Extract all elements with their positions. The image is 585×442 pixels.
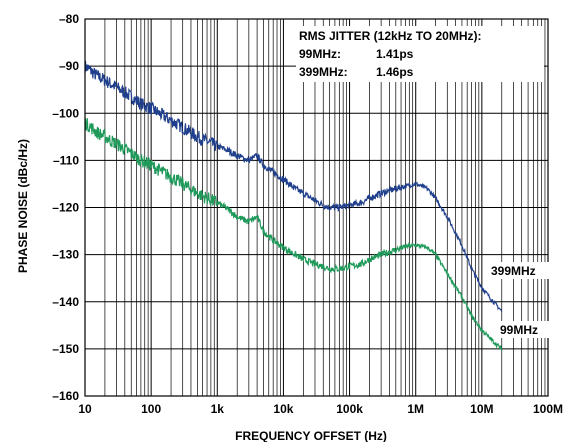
y-tick-label: –110: [53, 153, 79, 167]
y-tick-label: –100: [52, 106, 79, 120]
annotation-title: RMS JITTER (12kHz TO 20MHz):: [299, 29, 481, 43]
y-tick-label: –130: [52, 248, 79, 262]
annotation-row-value: 1.41ps: [376, 47, 414, 61]
x-tick-label: 10: [78, 402, 92, 416]
x-tick-label: 100M: [533, 402, 563, 416]
x-tick-label: 100: [141, 402, 161, 416]
annotation-background: [296, 26, 544, 82]
series-label-background: [489, 262, 549, 279]
annotation-row-label: 99MHz:: [299, 47, 341, 61]
annotation-row-value: 1.46ps: [376, 65, 414, 79]
plot-frame: [84, 18, 549, 397]
x-tick-label: 1k: [211, 402, 225, 416]
jitter-annotation: RMS JITTER (12kHz TO 20MHz): 99MHz: 1.41…: [296, 26, 544, 82]
y-tick-label: –90: [59, 59, 79, 73]
y-tick-label: –120: [52, 201, 79, 215]
series-labels: 399MHz 99MHz: [489, 262, 550, 338]
x-tick-label: 10M: [470, 402, 493, 416]
x-tick-label: 100k: [336, 402, 363, 416]
series-layer: [84, 60, 503, 351]
series-line-99mhz: [84, 118, 503, 351]
y-axis-label: PHASE NOISE (dBc/Hz): [16, 139, 30, 273]
x-axis-label: FREQUENCY OFFSET (Hz): [235, 429, 387, 442]
x-tick-label: 10k: [273, 402, 293, 416]
series-label-399mhz: 399MHz: [491, 264, 536, 278]
x-tick-label: 1M: [407, 402, 424, 416]
y-tick-label: –150: [52, 342, 79, 356]
y-tick-label: –160: [52, 389, 79, 403]
series-label-99mhz: 99MHz: [500, 323, 538, 337]
y-tick-label: –140: [52, 295, 79, 309]
annotation-row-label: 399MHz:: [299, 65, 348, 79]
tick-labels: 10 100 1k 10k 100k 1M 10M 100M –80 –90 –100 –110 –12…: [52, 12, 563, 416]
series-line-399mhz: [84, 60, 503, 312]
y-tick-label: –80: [59, 12, 79, 26]
series-label-background: [498, 321, 550, 338]
